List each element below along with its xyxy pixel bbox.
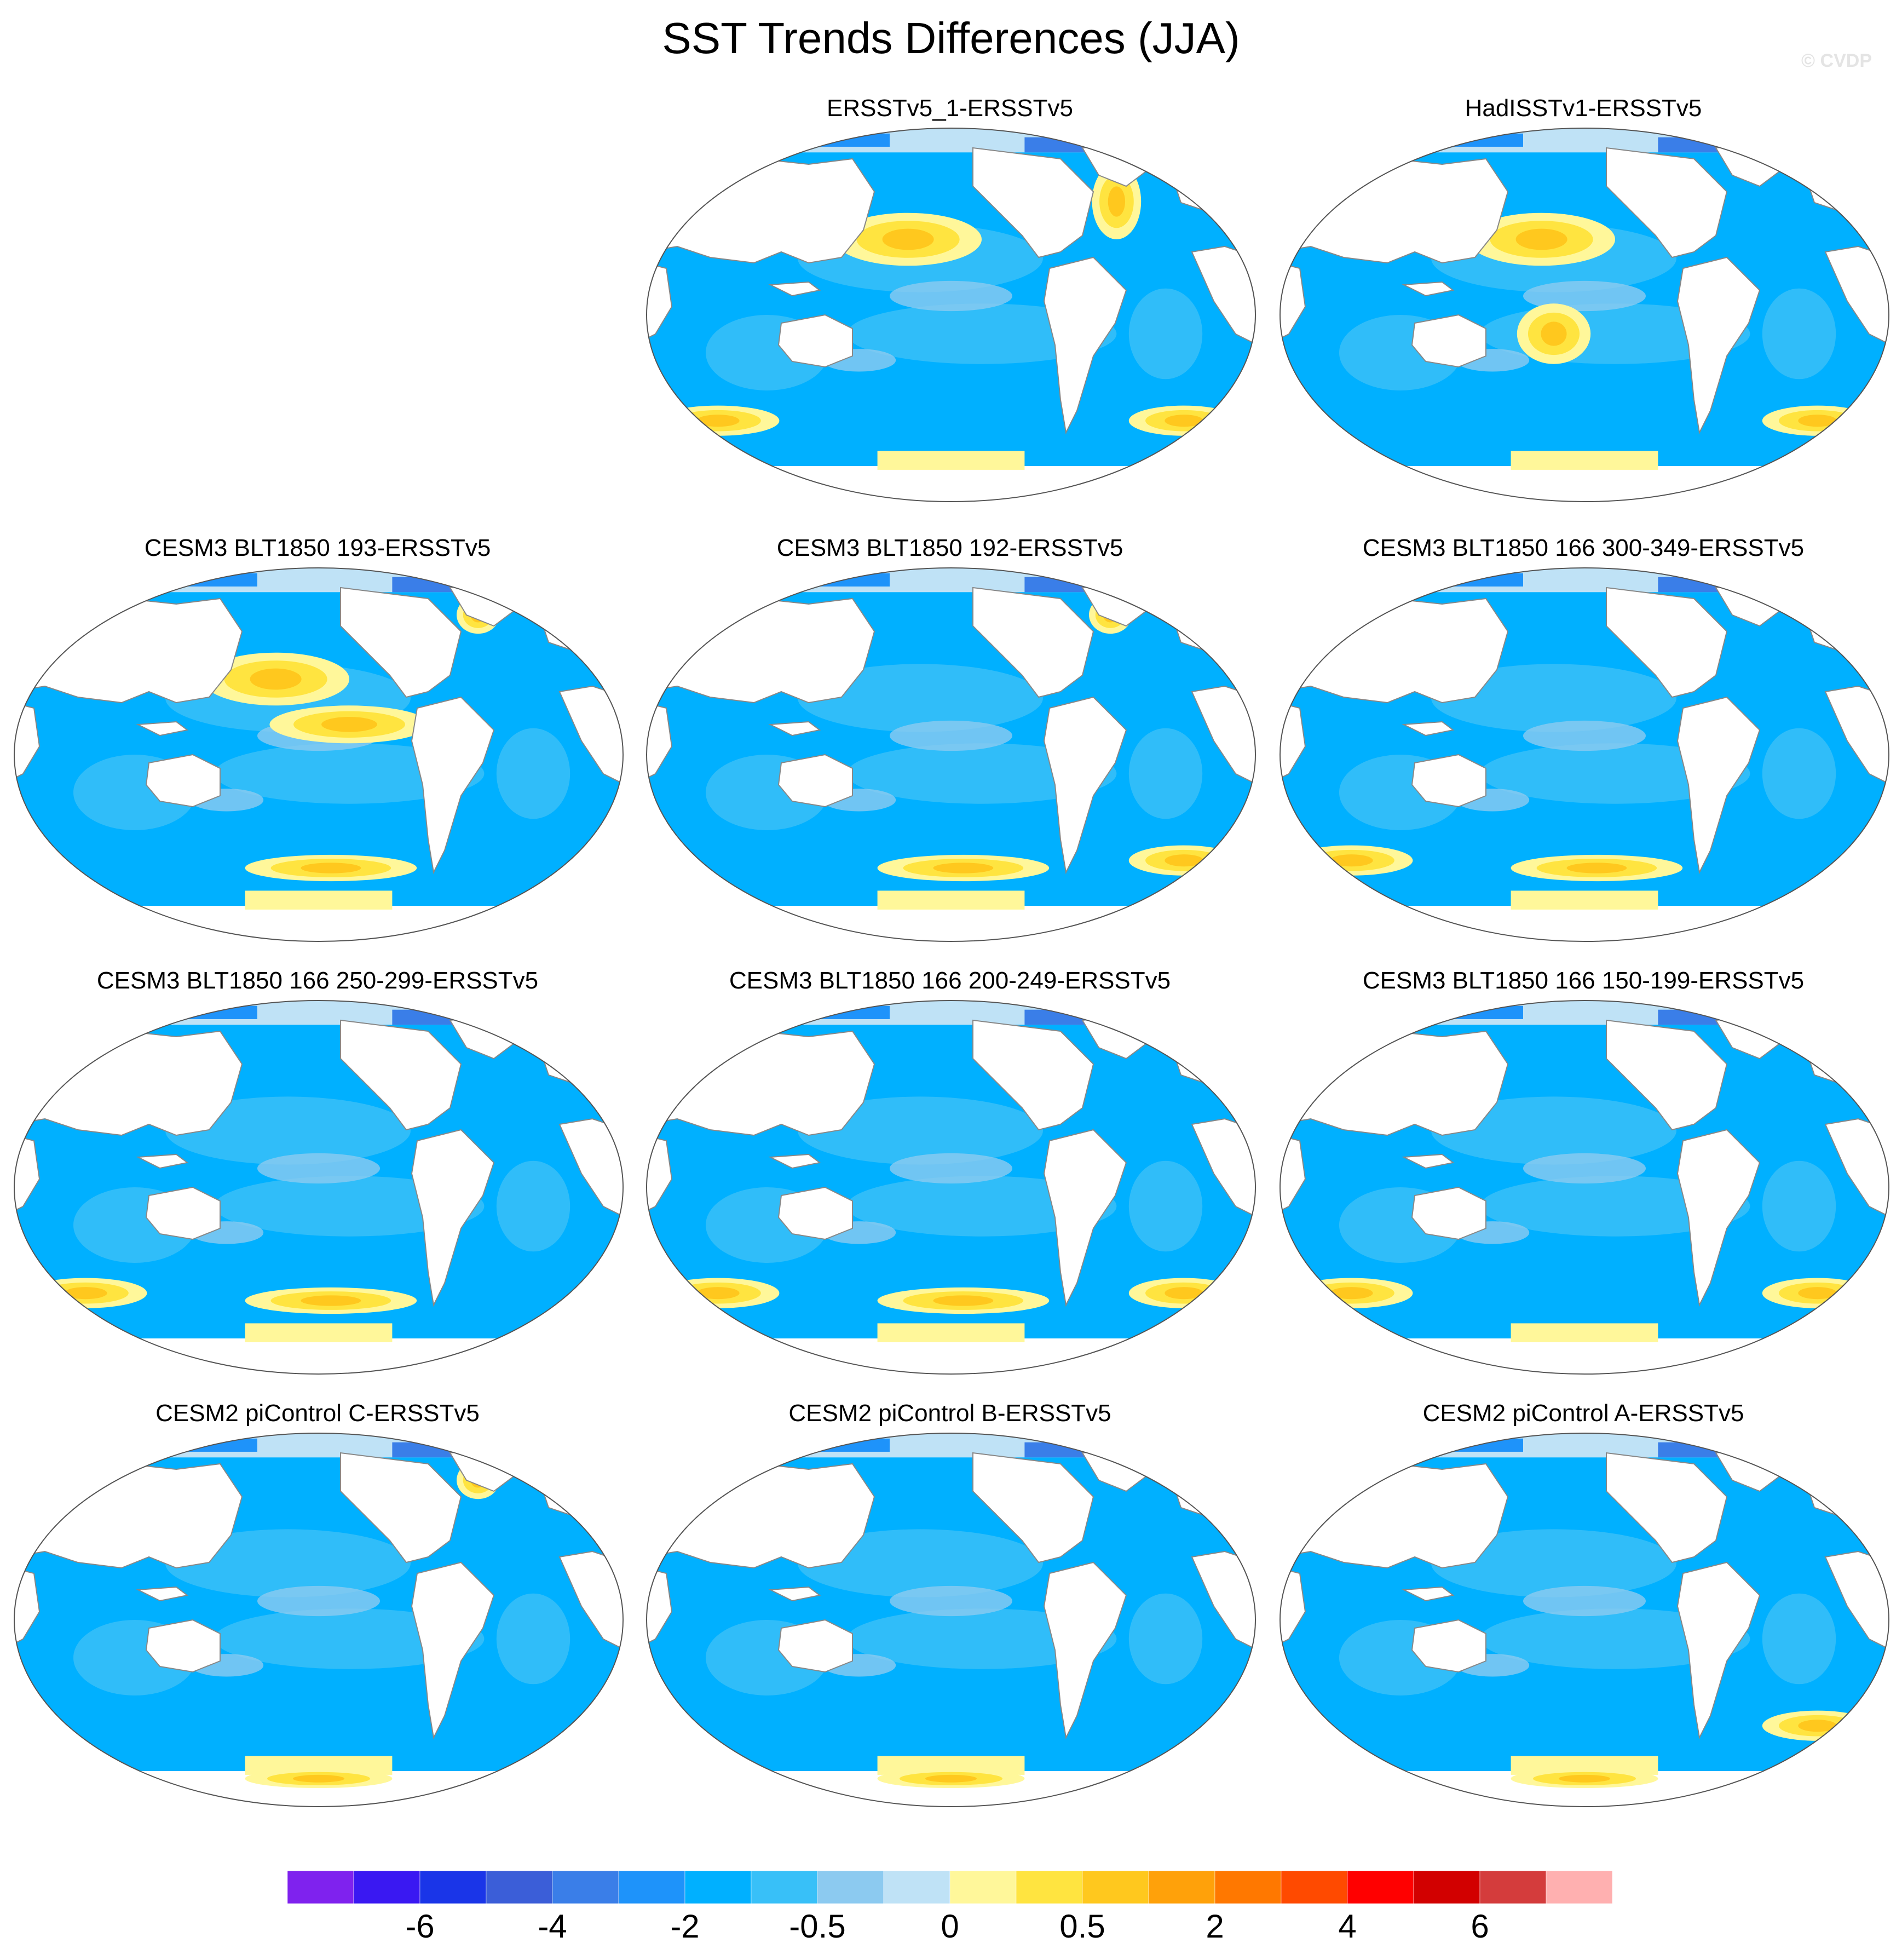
colorbar-swatch bbox=[353, 1871, 420, 1904]
sst-difference-map bbox=[1279, 128, 1889, 502]
colorbar-swatch bbox=[1082, 1871, 1149, 1904]
colorbar-swatch bbox=[883, 1871, 950, 1904]
colorbar-tick-label: 0 bbox=[941, 1908, 959, 1945]
map-panel: CESM2 piControl A-ERSSTv5 bbox=[1271, 1399, 1895, 1815]
colorbar-swatch bbox=[618, 1871, 685, 1904]
sst-difference-map bbox=[14, 1000, 624, 1375]
panel-title: CESM3 BLT1850 192-ERSSTv5 bbox=[776, 534, 1123, 561]
colorbar-swatch bbox=[552, 1871, 619, 1904]
map-panel: CESM3 BLT1850 193-ERSSTv5 bbox=[5, 534, 630, 950]
colorbar-tick-label: 0.5 bbox=[1059, 1908, 1105, 1945]
panel-title: CESM2 piControl A-ERSSTv5 bbox=[1422, 1400, 1744, 1427]
sst-difference-map bbox=[1279, 1433, 1889, 1807]
map-panel: CESM3 BLT1850 166 200-249-ERSSTv5 bbox=[638, 967, 1262, 1383]
colorbar-swatch bbox=[486, 1871, 553, 1904]
panel-title: HadISSTv1-ERSSTv5 bbox=[1465, 95, 1702, 122]
map-panel: CESM2 piControl B-ERSSTv5 bbox=[638, 1399, 1262, 1815]
colorbar-swatch bbox=[1347, 1871, 1414, 1904]
colorbar-tick-label: 6 bbox=[1471, 1908, 1489, 1945]
sst-difference-map bbox=[1279, 567, 1889, 942]
colorbar bbox=[287, 1871, 1612, 1904]
map-panel: ERSSTv5_1-ERSSTv5 bbox=[638, 94, 1262, 510]
colorbar-swatch bbox=[419, 1871, 487, 1904]
sst-difference-map bbox=[646, 1000, 1256, 1375]
panel-title: CESM3 BLT1850 193-ERSSTv5 bbox=[144, 534, 491, 561]
panel-title: CESM2 piControl C-ERSSTv5 bbox=[155, 1400, 480, 1427]
colorbar-swatch bbox=[287, 1871, 354, 1904]
colorbar-swatch bbox=[1413, 1871, 1480, 1904]
colorbar-swatch bbox=[949, 1871, 1017, 1904]
sst-difference-map bbox=[646, 1433, 1256, 1807]
sst-difference-map bbox=[646, 128, 1256, 502]
colorbar-swatch bbox=[684, 1871, 752, 1904]
panel-title: CESM3 BLT1850 166 150-199-ERSSTv5 bbox=[1362, 967, 1805, 994]
sst-difference-map bbox=[14, 567, 624, 942]
colorbar-swatch bbox=[1281, 1871, 1348, 1904]
map-panel: CESM3 BLT1850 192-ERSSTv5 bbox=[638, 534, 1262, 950]
cvdp-watermark: © CVDP bbox=[1801, 50, 1872, 71]
panel-title: CESM2 piControl B-ERSSTv5 bbox=[788, 1400, 1111, 1427]
colorbar-swatch bbox=[1546, 1871, 1612, 1904]
sst-difference-map bbox=[14, 1433, 624, 1807]
colorbar-tick-label: -0.5 bbox=[789, 1908, 846, 1945]
panel-title: CESM3 BLT1850 166 300-349-ERSSTv5 bbox=[1362, 534, 1805, 561]
map-panel: CESM3 BLT1850 166 250-299-ERSSTv5 bbox=[5, 967, 630, 1383]
map-panel: CESM3 BLT1850 166 150-199-ERSSTv5 bbox=[1271, 967, 1895, 1383]
colorbar-tick-label: 4 bbox=[1338, 1908, 1357, 1945]
colorbar-tick-label: -4 bbox=[538, 1908, 567, 1945]
colorbar-swatch bbox=[1016, 1871, 1083, 1904]
colorbar-swatch bbox=[1214, 1871, 1282, 1904]
panel-title: CESM3 BLT1850 166 200-249-ERSSTv5 bbox=[729, 967, 1171, 994]
colorbar-tick-label: -6 bbox=[405, 1908, 435, 1945]
map-panel: HadISSTv1-ERSSTv5 bbox=[1271, 94, 1895, 510]
colorbar-tick-label: -2 bbox=[670, 1908, 700, 1945]
map-panel: CESM2 piControl C-ERSSTv5 bbox=[5, 1399, 630, 1815]
colorbar-swatch bbox=[1479, 1871, 1547, 1904]
sst-difference-map bbox=[1279, 1000, 1889, 1375]
colorbar-swatch bbox=[751, 1871, 818, 1904]
figure-title: SST Trends Differences (JJA) bbox=[662, 14, 1240, 62]
colorbar-swatch bbox=[817, 1871, 884, 1904]
panel-title: ERSSTv5_1-ERSSTv5 bbox=[827, 95, 1073, 122]
panel-title: CESM3 BLT1850 166 250-299-ERSSTv5 bbox=[96, 967, 539, 994]
sst-difference-map bbox=[646, 567, 1256, 942]
map-panel: CESM3 BLT1850 166 300-349-ERSSTv5 bbox=[1271, 534, 1895, 950]
colorbar-swatch bbox=[1148, 1871, 1215, 1904]
colorbar-tick-label: 2 bbox=[1206, 1908, 1224, 1945]
